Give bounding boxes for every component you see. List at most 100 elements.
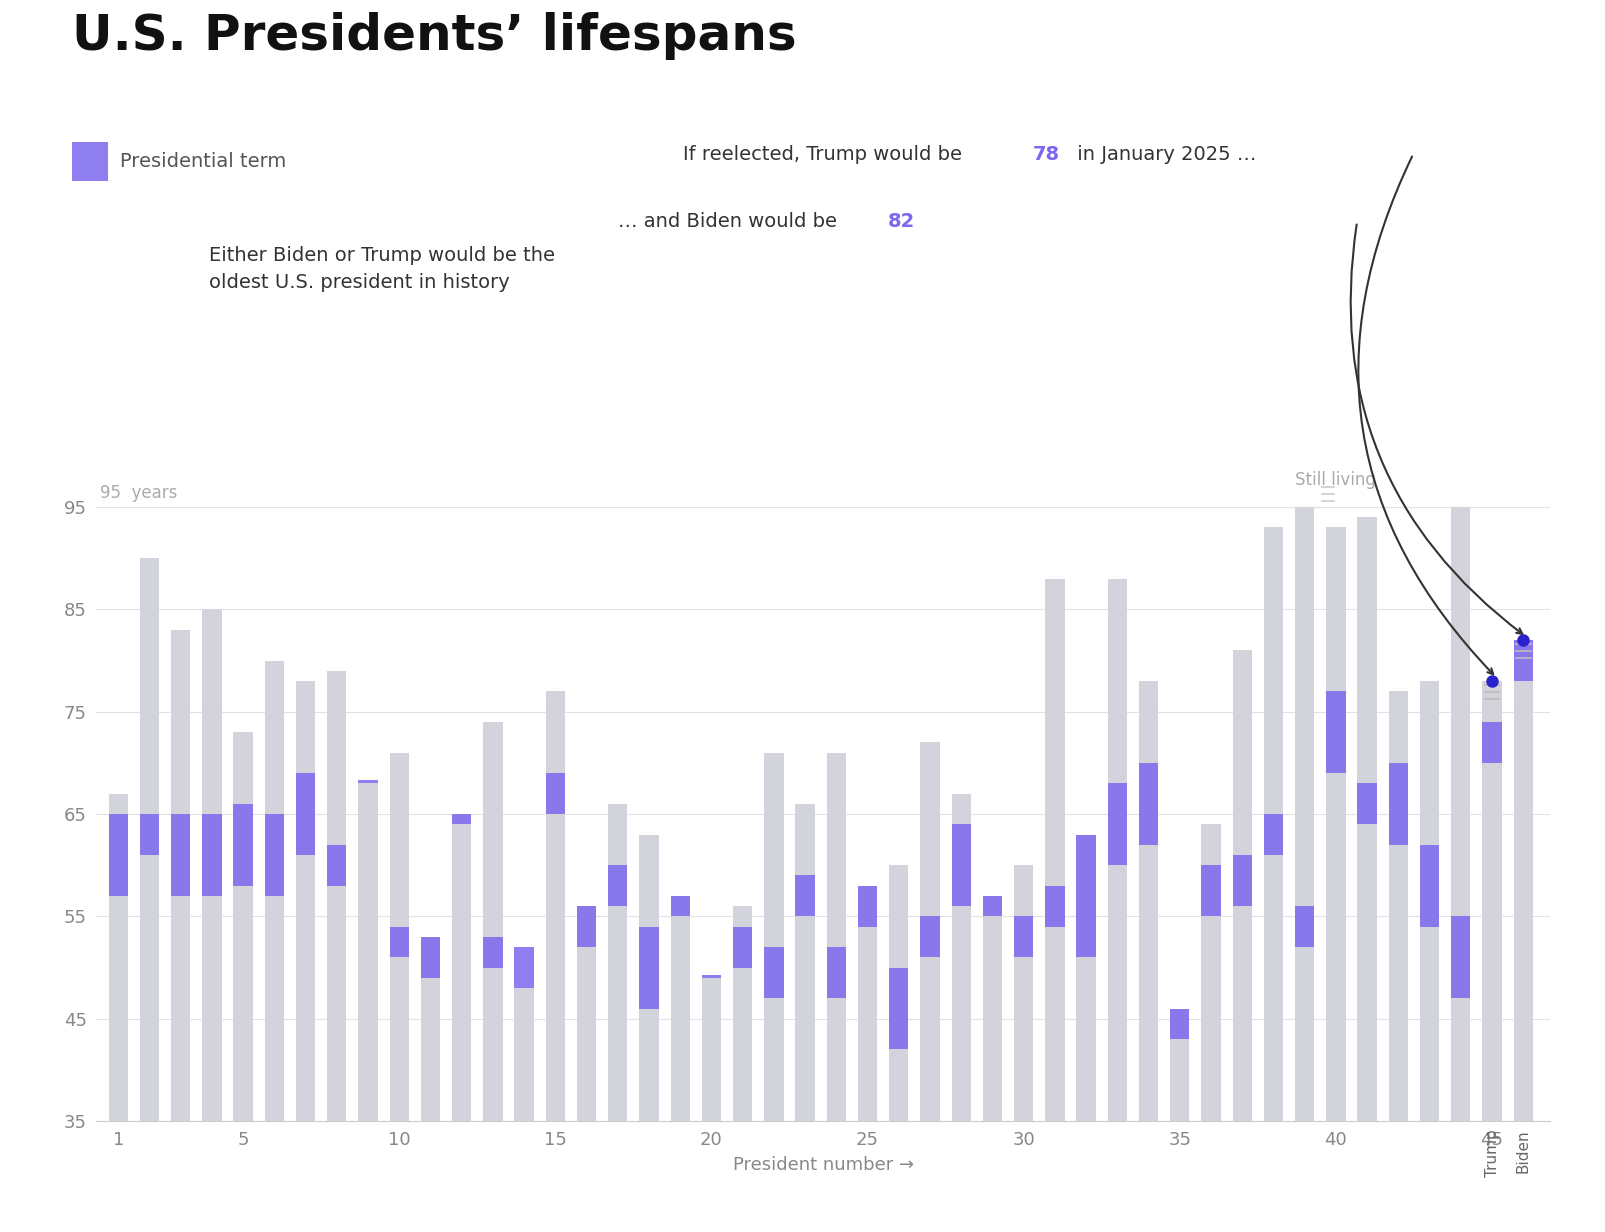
Bar [109, 814, 128, 896]
Bar [1231, 855, 1252, 907]
Bar [202, 610, 221, 1121]
Bar [1263, 527, 1282, 1121]
Bar [514, 947, 533, 988]
Bar [546, 774, 565, 814]
Bar [1451, 917, 1470, 998]
Bar [1107, 784, 1127, 865]
Bar [140, 814, 159, 855]
Bar [1201, 865, 1220, 917]
Bar [451, 814, 470, 1121]
Bar [701, 978, 721, 1121]
Bar [1045, 579, 1064, 1121]
Bar [576, 907, 595, 947]
Bar [109, 793, 128, 1121]
Bar [889, 865, 908, 1121]
Bar [1481, 722, 1501, 763]
Bar [1013, 865, 1032, 1121]
Bar [827, 947, 846, 998]
Bar [1451, 508, 1470, 1121]
Bar [546, 691, 565, 1121]
Bar [1107, 579, 1127, 1121]
Text: … and Biden would be: … and Biden would be [618, 212, 843, 232]
Bar [576, 907, 595, 1121]
Bar [982, 896, 1002, 917]
Bar [327, 670, 347, 1121]
Bar [358, 784, 377, 1121]
Text: Trump: Trump [1483, 1130, 1499, 1177]
Text: Biden: Biden [1515, 1130, 1530, 1173]
Text: 95  years: 95 years [100, 484, 178, 501]
Bar [514, 988, 533, 1121]
Bar [1388, 763, 1408, 845]
Bar [265, 814, 284, 896]
Text: Presidential term: Presidential term [120, 152, 287, 171]
Bar [1075, 834, 1095, 1121]
Bar [1388, 691, 1408, 1121]
Bar [295, 774, 315, 855]
Bar [1419, 681, 1438, 1121]
Bar [358, 780, 377, 784]
Bar [671, 896, 690, 917]
Text: Still living: Still living [1295, 471, 1375, 489]
Bar [140, 558, 159, 1121]
Bar [1419, 845, 1438, 926]
Bar [1294, 907, 1313, 947]
Bar [952, 824, 971, 907]
Bar [1356, 517, 1375, 1121]
Bar [794, 876, 814, 917]
Bar [390, 926, 409, 957]
Bar [1231, 650, 1252, 1121]
Bar [982, 896, 1002, 1121]
Bar [327, 845, 347, 886]
Bar [421, 936, 440, 1121]
Bar [764, 753, 783, 1121]
Bar [390, 753, 409, 1121]
Bar [857, 886, 876, 926]
Bar [1138, 763, 1157, 845]
Bar [1075, 834, 1095, 957]
Bar [732, 907, 751, 1121]
Bar [920, 743, 939, 1121]
X-axis label: President number →: President number → [732, 1156, 913, 1174]
Bar [827, 753, 846, 1121]
Bar [952, 793, 971, 1121]
Text: in January 2025 …: in January 2025 … [1071, 144, 1255, 164]
Bar [451, 814, 470, 824]
Bar [639, 834, 658, 1121]
Bar [889, 967, 908, 1050]
Bar [1294, 508, 1313, 1121]
Text: 78: 78 [1032, 144, 1059, 164]
Bar [483, 936, 502, 967]
Bar [1263, 814, 1282, 855]
Bar [1512, 641, 1533, 681]
Bar [1013, 917, 1032, 957]
Bar [1481, 681, 1501, 1121]
Bar [764, 947, 783, 998]
Bar [732, 926, 751, 967]
Bar [671, 896, 690, 1121]
Bar [265, 660, 284, 1121]
Bar [701, 975, 721, 978]
Text: Either Biden or Trump would be the
oldest U.S. president in history: Either Biden or Trump would be the oldes… [209, 246, 554, 292]
Bar [1045, 886, 1064, 926]
Bar [295, 681, 315, 1121]
Bar [233, 803, 252, 886]
Text: 82: 82 [888, 212, 915, 232]
Bar [233, 732, 252, 1121]
Bar [608, 865, 628, 907]
Bar [1138, 681, 1157, 1121]
Bar [170, 814, 191, 896]
Bar [483, 722, 502, 1121]
Text: U.S. Presidents’ lifespans: U.S. Presidents’ lifespans [72, 12, 796, 60]
Bar [920, 917, 939, 957]
Bar [170, 630, 191, 1121]
Bar [421, 936, 440, 978]
Bar [1170, 1009, 1189, 1040]
Bar [1201, 824, 1220, 1121]
Bar [639, 926, 658, 1009]
Bar [1326, 691, 1345, 774]
Bar [608, 803, 628, 1121]
Bar [1170, 1009, 1189, 1121]
Bar [1512, 641, 1533, 1121]
Bar [202, 814, 221, 896]
